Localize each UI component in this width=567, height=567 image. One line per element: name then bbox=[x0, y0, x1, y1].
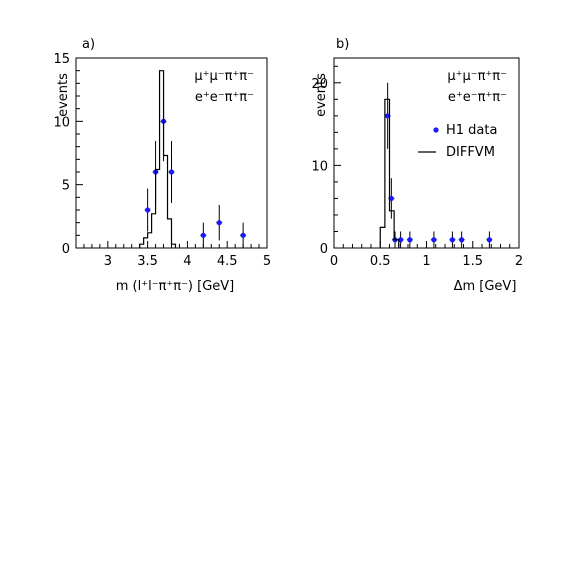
x-tick-label: 0.5 bbox=[370, 254, 391, 269]
x-tick-label: 5 bbox=[263, 254, 271, 269]
histogram-line bbox=[379, 98, 400, 248]
channel-label: μ⁺μ⁻π⁺π⁻ bbox=[194, 69, 254, 84]
y-tick-label: 5 bbox=[62, 179, 70, 194]
y-tick-label: 0 bbox=[62, 242, 70, 257]
x-tick-label: 4 bbox=[183, 254, 191, 269]
legend-label: H1 data bbox=[446, 123, 497, 138]
legend-label: DIFFVM bbox=[446, 145, 495, 160]
channel-label: e⁺e⁻π⁺π⁻ bbox=[195, 90, 254, 105]
data-point bbox=[459, 237, 465, 243]
data-point bbox=[486, 237, 492, 243]
x-tick-label: 0 bbox=[330, 254, 338, 269]
data-point bbox=[200, 232, 206, 238]
x-tick-label: 1.5 bbox=[462, 254, 483, 269]
x-tick-label: 3.5 bbox=[137, 254, 158, 269]
y-axis-label: events bbox=[314, 73, 329, 117]
data-point bbox=[431, 237, 437, 243]
x-axis-label: Δm [GeV] bbox=[454, 279, 517, 294]
x-tick-label: 2 bbox=[515, 254, 523, 269]
y-tick-label: 20 bbox=[311, 77, 328, 92]
y-tick-label: 10 bbox=[53, 115, 70, 130]
y-axis-label: events bbox=[56, 73, 71, 117]
panel-label: b) bbox=[336, 37, 349, 52]
y-tick-label: 10 bbox=[311, 159, 328, 174]
legend-marker-points bbox=[433, 127, 439, 133]
x-axis-label: m (l⁺l⁻π⁺π⁻) [GeV] bbox=[116, 279, 235, 294]
data-point bbox=[407, 237, 413, 243]
channel-label: μ⁺μ⁻π⁺π⁻ bbox=[447, 69, 507, 84]
y-tick-label: 15 bbox=[53, 52, 70, 67]
data-point bbox=[449, 237, 455, 243]
x-tick-label: 3 bbox=[104, 254, 112, 269]
data-point bbox=[145, 207, 151, 213]
data-point bbox=[168, 169, 175, 175]
y-tick-label: 0 bbox=[320, 242, 328, 257]
panel-label: a) bbox=[82, 37, 95, 52]
x-tick-label: 1 bbox=[422, 254, 430, 269]
histogram-line bbox=[139, 70, 177, 248]
data-point bbox=[216, 220, 222, 226]
panel-a: 3 3.5 4 4.5 5 0 5 10 15 a) events m (l⁺l⁻π⁺π⁻) [GeV… bbox=[53, 37, 271, 294]
data-point bbox=[240, 232, 246, 238]
channel-label: e⁺e⁻π⁺π⁻ bbox=[448, 90, 507, 105]
x-tick-label: 4.5 bbox=[217, 254, 238, 269]
